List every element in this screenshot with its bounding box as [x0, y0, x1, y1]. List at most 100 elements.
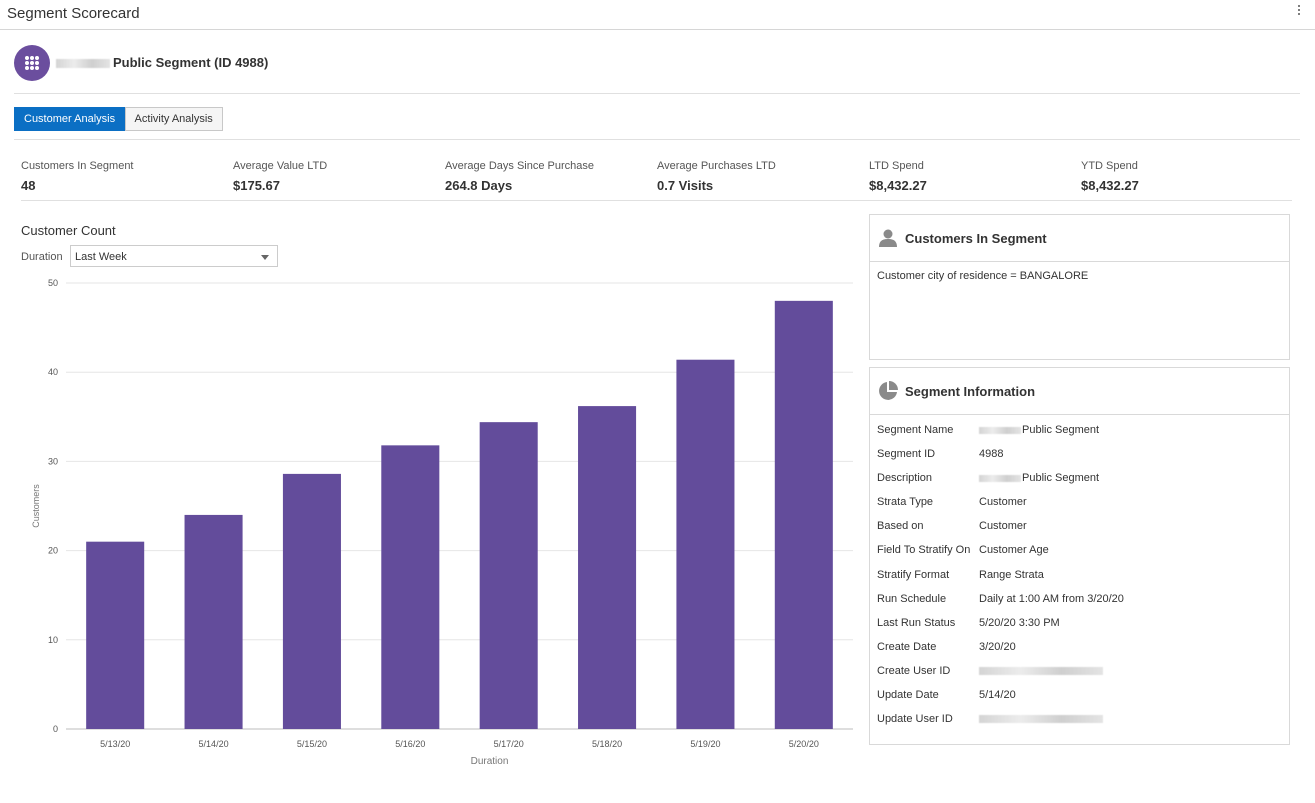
info-value: 5/20/20 3:30 PM — [979, 617, 1060, 629]
info-value — [979, 713, 1103, 725]
y-tick-label: 30 — [48, 456, 58, 466]
top-bar: Segment Scorecard — [0, 0, 1315, 30]
kpi-customers-in-segment: Customers In Segment 48 — [21, 160, 134, 193]
info-value: Public Segment — [979, 472, 1099, 484]
info-key: Strata Type — [877, 496, 934, 508]
kpi-label: Average Value LTD — [233, 160, 328, 172]
kpi-value: 48 — [21, 178, 36, 193]
bar — [282, 473, 341, 729]
info-value: Customer — [979, 496, 1027, 508]
x-tick-label: 5/20/20 — [789, 739, 819, 749]
kpi-label: LTD Spend — [869, 160, 924, 172]
duration-select[interactable]: Last Week — [70, 245, 278, 267]
kebab-menu-icon[interactable] — [1297, 5, 1301, 17]
customers-in-segment-panel: Customers In Segment Customer city of re… — [869, 214, 1290, 360]
person-icon — [879, 229, 897, 247]
info-key: Field To Stratify On — [877, 544, 971, 556]
duration-label: Duration — [21, 251, 63, 263]
kpi-strip: Customers In Segment 48 Average Value LT… — [21, 160, 1292, 201]
info-key: Based on — [877, 520, 924, 532]
pie-chart-icon — [879, 381, 898, 400]
kpi-value: 264.8 Days — [445, 178, 513, 193]
tab-activity-analysis[interactable]: Activity Analysis — [124, 107, 223, 131]
redacted-text — [979, 426, 1021, 434]
panel-header: Segment Information — [870, 368, 1289, 415]
bar — [578, 406, 637, 729]
kpi-value: 0.7 Visits — [657, 178, 714, 193]
info-key: Update Date — [877, 689, 939, 701]
info-value: Public Segment — [979, 424, 1099, 436]
redacted-text — [979, 474, 1021, 482]
info-key: Stratify Format — [877, 569, 950, 581]
segment-rule: Customer city of residence = BANGALORE — [877, 270, 1089, 282]
kpi-label: Customers In Segment — [21, 160, 134, 172]
segment-title: Public Segment (ID 4988) — [56, 55, 268, 70]
x-tick-label: 5/15/20 — [297, 739, 327, 749]
bar — [676, 359, 735, 729]
app-title: Segment Scorecard — [7, 5, 140, 22]
info-value: Daily at 1:00 AM from 3/20/20 — [979, 593, 1124, 605]
bar — [479, 422, 538, 729]
info-value: Customer — [979, 520, 1027, 532]
kpi-average-days-since-purchase: Average Days Since Purchase 264.8 Days — [445, 160, 594, 193]
y-tick-label: 50 — [48, 278, 58, 288]
segment-header: Public Segment (ID 4988) — [14, 45, 1300, 94]
x-tick-label: 5/18/20 — [592, 739, 622, 749]
kpi-average-purchases-ltd: Average Purchases LTD 0.7 Visits — [657, 160, 776, 193]
info-key: Create Date — [877, 641, 937, 653]
panel-title: Customers In Segment — [905, 231, 1047, 246]
info-value-text: Public Segment — [1022, 424, 1100, 436]
bar — [86, 541, 145, 729]
kpi-average-value-ltd: Average Value LTD $175.67 — [233, 160, 327, 193]
info-key: Run Schedule — [877, 593, 947, 605]
y-tick-label: 0 — [53, 724, 58, 734]
y-tick-label: 40 — [48, 367, 58, 377]
info-key: Description — [877, 472, 933, 484]
duration-select-value: Last Week — [75, 251, 127, 263]
info-key: Update User ID — [877, 713, 953, 725]
kpi-label: Average Purchases LTD — [657, 160, 776, 172]
redacted-text — [56, 59, 110, 69]
info-key: Create User ID — [877, 665, 951, 677]
y-tick-label: 20 — [48, 546, 58, 556]
redacted-text — [979, 667, 1103, 676]
x-tick-label: 5/17/20 — [494, 739, 524, 749]
kpi-label: Average Days Since Purchase — [445, 160, 594, 172]
info-value: 3/20/20 — [979, 641, 1016, 653]
x-axis-label: Duration — [471, 756, 509, 767]
segment-title-text: Public Segment (ID 4988) — [113, 55, 269, 70]
kpi-value: $8,432.27 — [869, 178, 927, 193]
panel-header: Customers In Segment — [870, 215, 1289, 262]
customer-count-chart: 0 10 20 30 40 50 5/13/20 5/14/20 5/15/20 5/16/20 5… — [31, 278, 853, 767]
bar — [381, 445, 440, 729]
grid-dots-icon — [14, 45, 50, 81]
segment-information-panel: Segment Information Segment Name Public … — [869, 367, 1290, 745]
info-value: 5/14/20 — [979, 689, 1016, 701]
kpi-value: $175.67 — [233, 178, 280, 193]
bar — [774, 300, 833, 729]
x-tick-label: 5/14/20 — [199, 739, 229, 749]
y-axis-label: Customers — [31, 484, 41, 528]
x-tick-label: 5/13/20 — [100, 739, 130, 749]
info-key: Last Run Status — [877, 617, 956, 629]
panel-title: Segment Information — [905, 384, 1036, 399]
bar — [184, 514, 243, 729]
info-value: Customer Age — [979, 544, 1049, 556]
y-tick-label: 10 — [48, 635, 58, 645]
chevron-down-icon — [261, 255, 269, 260]
kpi-label: YTD Spend — [1081, 160, 1138, 172]
info-value: 4988 — [979, 448, 1004, 460]
info-value: Range Strata — [979, 569, 1044, 581]
kpi-ltd-spend: LTD Spend $8,432.27 — [869, 160, 927, 193]
kpi-value: $8,432.27 — [1081, 178, 1139, 193]
customer-count-title: Customer Count — [21, 223, 116, 238]
tab-customer-analysis[interactable]: Customer Analysis — [14, 107, 126, 131]
x-tick-label: 5/19/20 — [690, 739, 720, 749]
info-value — [979, 665, 1103, 677]
info-key: Segment ID — [877, 448, 936, 460]
info-value-text: Public Segment — [1022, 472, 1100, 484]
info-key: Segment Name — [877, 424, 954, 436]
kpi-ytd-spend: YTD Spend $8,432.27 — [1081, 160, 1139, 193]
divider — [14, 139, 1300, 140]
analysis-tabs: Customer Analysis Activity Analysis — [14, 107, 223, 131]
